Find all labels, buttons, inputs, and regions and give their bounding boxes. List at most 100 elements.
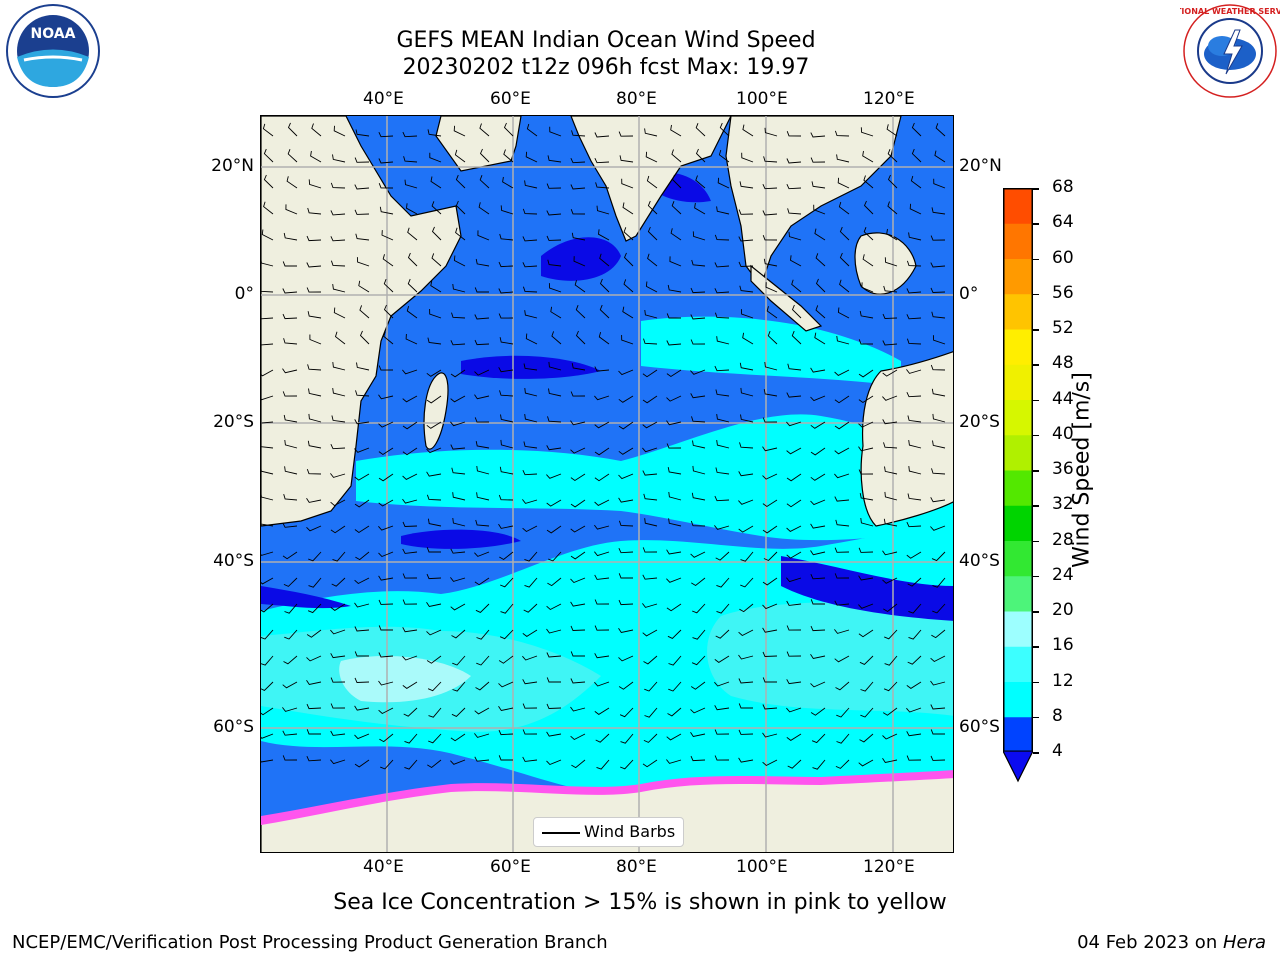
wind-barb — [690, 551, 706, 558]
wind-barb — [644, 681, 658, 692]
wind-barb — [646, 175, 658, 189]
colorbar-tick-label: 4 — [1052, 741, 1063, 761]
wind-barb — [522, 629, 538, 637]
wind-barb — [930, 729, 945, 735]
colorbar-tick-label: 64 — [1052, 212, 1074, 233]
wind-barb — [594, 473, 610, 482]
wind-barb — [283, 577, 298, 587]
wind-barb — [498, 261, 514, 268]
wind-barb — [426, 494, 442, 501]
wind-barb — [524, 414, 538, 423]
map-title-line1: GEFS MEAN Indian Ocean Wind Speed — [396, 28, 816, 53]
wind-barb — [261, 257, 274, 267]
wind-barb — [887, 149, 898, 163]
wind-barb — [450, 395, 466, 403]
wind-barb — [930, 525, 946, 531]
wind-barb — [839, 279, 850, 293]
colorbar-bin — [1003, 293, 1033, 330]
map-legend: Wind Barbs — [533, 817, 684, 847]
ocean-lt4-region — [781, 556, 953, 621]
wind-barb — [359, 305, 370, 319]
wind-barb — [475, 441, 490, 449]
wind-barb — [762, 677, 777, 683]
wind-barb — [306, 680, 322, 686]
wind-barb — [383, 278, 394, 293]
footer-date: 04 Feb 2023 on Hera — [1077, 932, 1266, 953]
wind-barb — [547, 577, 562, 587]
wind-barb — [691, 416, 706, 423]
wind-barb — [886, 124, 898, 137]
wind-barb — [546, 499, 562, 507]
wind-barb — [546, 235, 562, 241]
wind-barb — [738, 757, 754, 763]
wind-barb — [860, 517, 874, 527]
wind-barb — [450, 340, 466, 346]
wind-barb — [932, 440, 946, 449]
wind-barb — [618, 473, 634, 480]
wind-barb — [379, 206, 394, 215]
wind-barb — [431, 226, 442, 241]
wind-barb — [474, 394, 490, 400]
wind-barb — [451, 312, 466, 319]
colorbar-tick-label: 20 — [1052, 600, 1074, 620]
wind-barb — [666, 603, 682, 612]
wind-barb — [860, 127, 874, 137]
wind-barb — [476, 655, 490, 666]
wind-barb — [931, 311, 946, 319]
colorbar-tick-label: 40 — [1052, 423, 1074, 444]
wind-barb — [285, 204, 298, 215]
wind-barb — [620, 759, 634, 770]
wind-barb — [791, 304, 802, 319]
wind-barb — [930, 262, 946, 268]
wind-barb — [261, 491, 274, 501]
wind-barb — [282, 313, 298, 320]
wind-barb — [883, 285, 898, 293]
wind-barb — [742, 124, 754, 137]
right-lat-tick: 40°S — [959, 551, 1000, 571]
wind-barb — [379, 733, 394, 743]
wind-barb — [330, 629, 346, 635]
wind-barb — [786, 577, 802, 583]
wind-barb — [378, 421, 394, 428]
ocean-8-12-region — [356, 414, 953, 541]
wind-barb — [623, 227, 634, 241]
wind-barb — [406, 203, 418, 215]
wind-barb — [690, 681, 706, 690]
wind-barb — [261, 733, 274, 739]
wind-barb — [499, 551, 514, 561]
wind-barb — [402, 681, 418, 689]
wind-barb — [311, 123, 322, 137]
colorbar-tick-label: 68 — [1052, 177, 1074, 197]
wind-barb — [763, 156, 778, 163]
wind-barb — [858, 759, 874, 767]
wind-barb — [479, 148, 490, 163]
wind-barb — [498, 313, 514, 319]
wind-barb — [306, 655, 322, 662]
wind-barb — [426, 447, 442, 454]
wind-barb — [834, 655, 850, 663]
wind-barb — [594, 599, 610, 605]
colorbar-bin — [1003, 470, 1033, 506]
wind-barb — [570, 625, 586, 631]
wind-barb — [834, 496, 850, 502]
madagascar-landmass — [423, 372, 449, 450]
wind-barb — [381, 230, 394, 241]
wind-barb — [883, 442, 898, 449]
wind-barb — [474, 369, 490, 376]
wind-barb — [522, 208, 538, 215]
top-lon-tick: 60°E — [490, 89, 531, 109]
wind-barb — [931, 388, 946, 397]
wind-barb — [570, 733, 586, 741]
colorbar-tick-mark — [1033, 716, 1039, 719]
wind-barb — [786, 733, 802, 741]
wind-barb — [762, 235, 778, 241]
wind-barb — [884, 491, 898, 501]
wind-barb — [474, 339, 490, 346]
wind-barb — [887, 201, 898, 215]
wind-barb — [762, 627, 778, 633]
wind-barb — [860, 681, 874, 692]
wind-barb — [788, 231, 802, 241]
wind-barb — [570, 391, 586, 397]
wind-barb — [620, 733, 634, 744]
wind-barb — [666, 313, 681, 319]
